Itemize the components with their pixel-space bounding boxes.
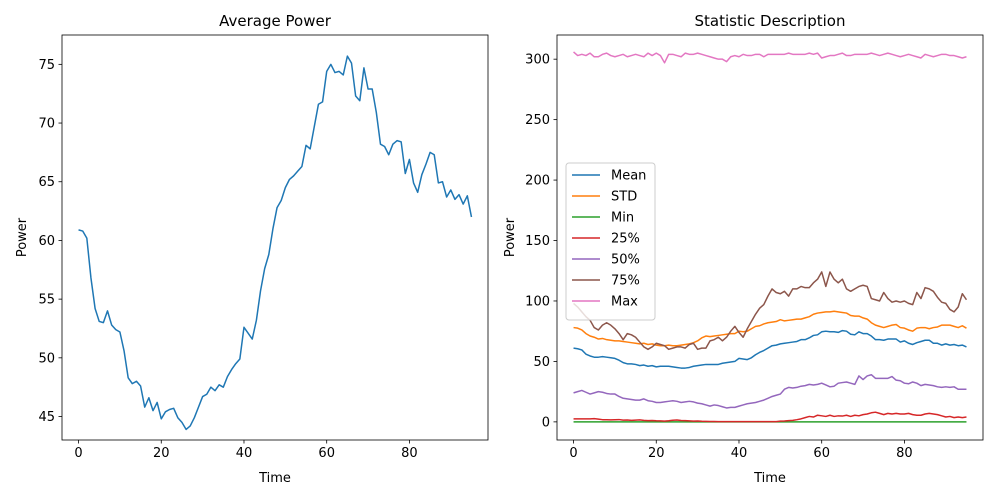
x-tick-label: 20 bbox=[648, 446, 665, 461]
legend-label-std: STD bbox=[611, 190, 637, 205]
series-line-series-0 bbox=[78, 55, 473, 431]
y-tick-label: 50 bbox=[38, 351, 55, 366]
statistic-description-chart: Statistic Description 0 20 40 60 80 0 50 100 150 2… bbox=[503, 12, 984, 486]
x-tick-label: 80 bbox=[896, 446, 913, 461]
series-line-50pct bbox=[573, 373, 967, 409]
chart-title: Average Power bbox=[219, 12, 332, 30]
y-tick-label: 55 bbox=[38, 293, 55, 308]
plot-frame bbox=[556, 34, 984, 441]
y-tick-label: 150 bbox=[525, 234, 550, 249]
average-power-chart: Average Power 0 20 40 60 80 45 50 55 60 65 70 75 Time… bbox=[15, 12, 489, 486]
y-tick-label: 0 bbox=[542, 415, 550, 430]
series-line-std bbox=[573, 310, 967, 347]
series-line-max bbox=[573, 51, 967, 64]
x-axis-label: Time bbox=[753, 471, 786, 486]
series-line-25pct bbox=[573, 411, 967, 423]
y-axis-label: Power bbox=[15, 217, 30, 257]
legend-label-50pct: 50% bbox=[611, 253, 640, 268]
y-tick-label: 65 bbox=[38, 175, 55, 190]
y-tick-label: 75 bbox=[38, 58, 55, 73]
x-tick-label: 20 bbox=[153, 446, 170, 461]
y-tick-label: 70 bbox=[38, 117, 55, 132]
legend-label-mean: Mean bbox=[611, 169, 646, 184]
legend-label-75pct: 75% bbox=[611, 274, 640, 289]
y-tick-label: 250 bbox=[525, 113, 550, 128]
y-axis-label: Power bbox=[503, 217, 518, 257]
chart-title: Statistic Description bbox=[695, 12, 846, 30]
series-line-mean bbox=[573, 329, 967, 369]
x-tick-label: 60 bbox=[813, 446, 830, 461]
y-tick-label: 45 bbox=[38, 410, 55, 425]
x-tick-label: 40 bbox=[236, 446, 253, 461]
legend-label-25pct: 25% bbox=[611, 232, 640, 247]
x-axis-label: Time bbox=[258, 471, 291, 486]
y-tick-label: 50 bbox=[533, 355, 550, 370]
legend-label-min: Min bbox=[611, 211, 634, 226]
y-tick-label: 200 bbox=[525, 174, 550, 189]
x-tick-label: 60 bbox=[318, 446, 335, 461]
x-tick-label: 40 bbox=[731, 446, 748, 461]
y-tick-label: 60 bbox=[38, 234, 55, 249]
legend-label-max: Max bbox=[611, 295, 638, 310]
x-tick-label: 0 bbox=[569, 446, 577, 461]
y-tick-label: 300 bbox=[525, 53, 550, 68]
y-tick-label: 100 bbox=[525, 294, 550, 309]
legend: Mean STD Min 25% 50% 75% Max bbox=[565, 162, 656, 321]
plot-frame bbox=[61, 34, 489, 441]
x-tick-label: 0 bbox=[74, 446, 82, 461]
x-tick-label: 80 bbox=[401, 446, 418, 461]
series-line-75pct bbox=[573, 271, 968, 351]
